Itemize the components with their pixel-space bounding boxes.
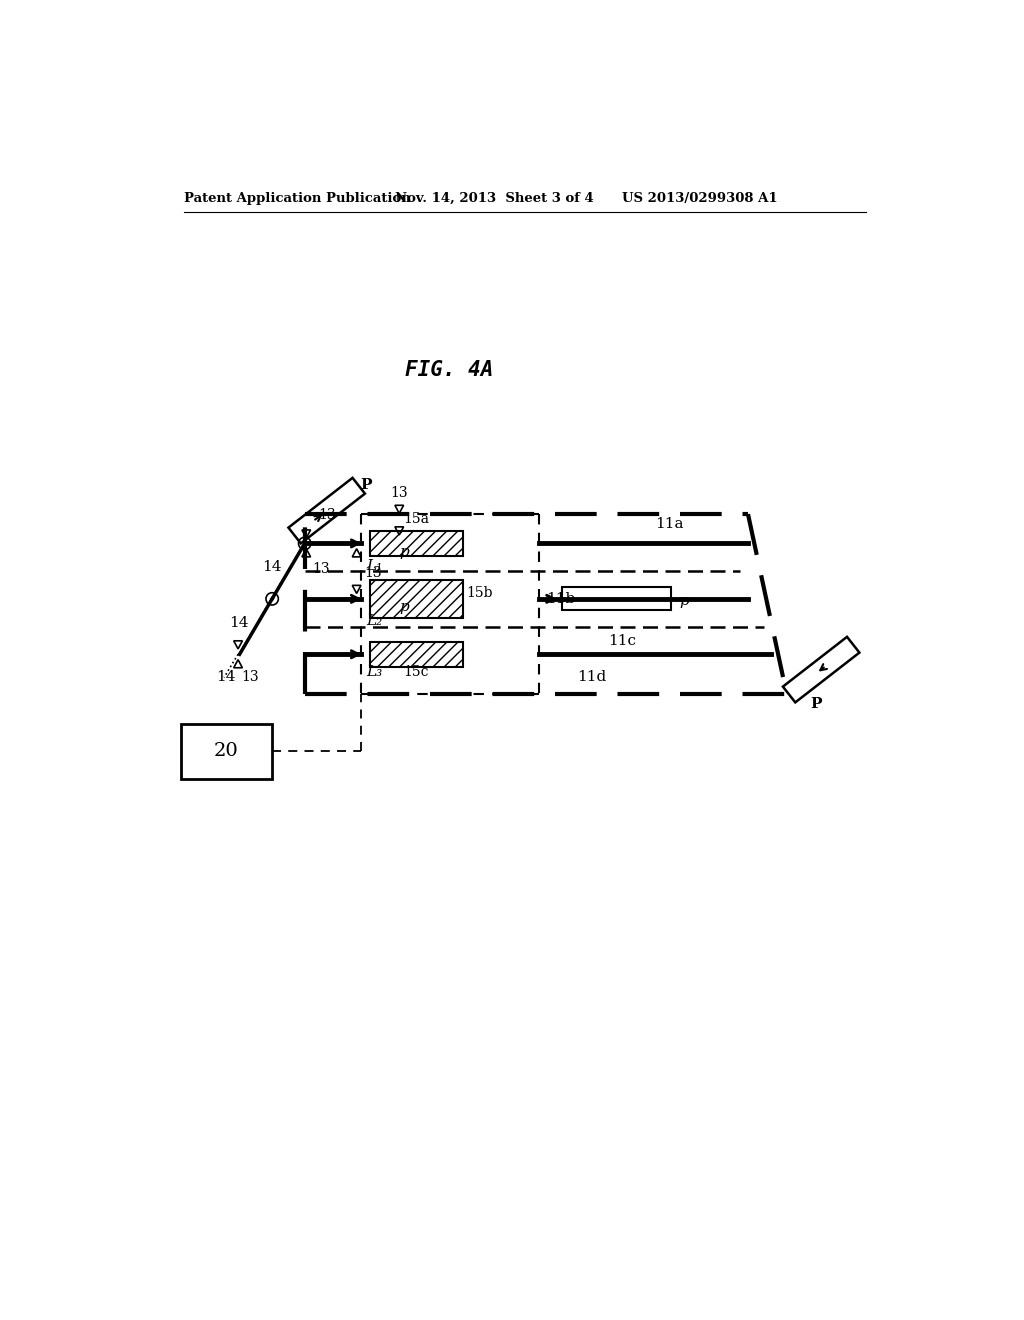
Text: p: p bbox=[680, 594, 689, 609]
Text: 13: 13 bbox=[318, 508, 336, 521]
Text: 14: 14 bbox=[229, 615, 249, 630]
Text: 14: 14 bbox=[216, 671, 236, 684]
Text: 20: 20 bbox=[214, 742, 239, 760]
Text: 13: 13 bbox=[241, 671, 259, 684]
Text: 14: 14 bbox=[262, 560, 282, 574]
Text: FIG. 4A: FIG. 4A bbox=[406, 360, 494, 380]
Text: p: p bbox=[399, 545, 409, 558]
Bar bbox=[370, 531, 463, 556]
Text: L₁: L₁ bbox=[367, 558, 383, 573]
Text: 15c: 15c bbox=[403, 665, 429, 680]
Text: Patent Application Publication: Patent Application Publication bbox=[183, 191, 411, 205]
Text: 13: 13 bbox=[312, 562, 330, 576]
Text: 13: 13 bbox=[390, 486, 408, 500]
Text: 13: 13 bbox=[365, 566, 382, 581]
Text: 15b: 15b bbox=[466, 586, 493, 599]
Text: 11b: 11b bbox=[547, 593, 575, 606]
Text: 11c: 11c bbox=[608, 634, 637, 648]
Text: p: p bbox=[399, 601, 409, 614]
Text: L₃: L₃ bbox=[367, 665, 383, 678]
Text: 15a: 15a bbox=[403, 512, 429, 525]
Text: L₂: L₂ bbox=[367, 614, 383, 628]
Text: Nov. 14, 2013  Sheet 3 of 4: Nov. 14, 2013 Sheet 3 of 4 bbox=[395, 191, 594, 205]
Text: US 2013/0299308 A1: US 2013/0299308 A1 bbox=[623, 191, 778, 205]
Bar bbox=[562, 587, 671, 610]
Text: 11a: 11a bbox=[655, 517, 683, 531]
Bar bbox=[180, 723, 272, 779]
Bar bbox=[370, 642, 463, 667]
Text: P: P bbox=[811, 697, 822, 710]
Text: 11d: 11d bbox=[578, 671, 607, 684]
Bar bbox=[370, 579, 463, 618]
Text: P: P bbox=[360, 478, 373, 492]
